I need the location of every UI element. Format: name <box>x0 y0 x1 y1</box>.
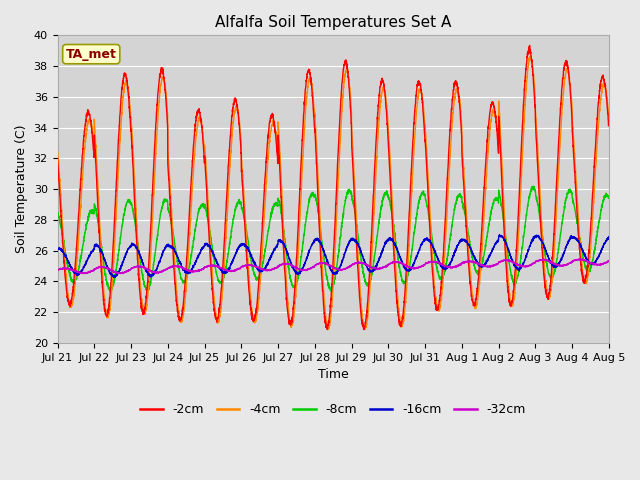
Text: TA_met: TA_met <box>66 48 116 60</box>
Legend: -2cm, -4cm, -8cm, -16cm, -32cm: -2cm, -4cm, -8cm, -16cm, -32cm <box>135 398 531 421</box>
X-axis label: Time: Time <box>318 368 349 381</box>
Title: Alfalfa Soil Temperatures Set A: Alfalfa Soil Temperatures Set A <box>215 15 451 30</box>
Y-axis label: Soil Temperature (C): Soil Temperature (C) <box>15 125 28 253</box>
